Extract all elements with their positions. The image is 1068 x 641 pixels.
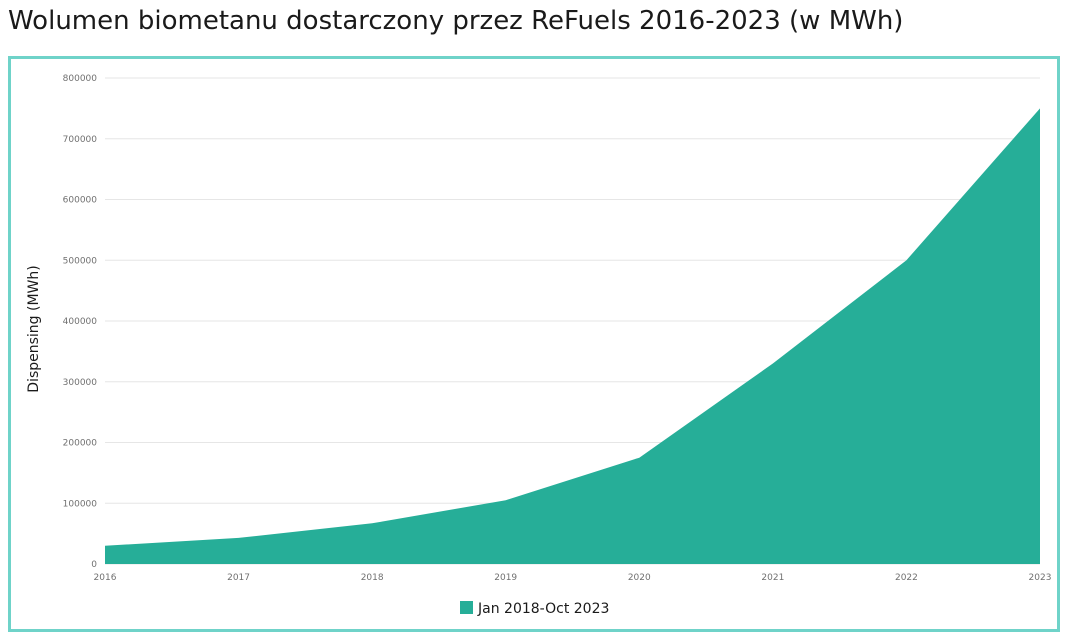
legend-swatch xyxy=(460,601,473,614)
gridlines xyxy=(105,77,1040,565)
y-tick-label: 700000 xyxy=(63,135,98,145)
x-axis-ticks: 2016 2017 2018 2019 2020 2021 2022 2023 xyxy=(94,573,1052,583)
y-tick-label: 600000 xyxy=(63,196,98,206)
x-tick-label: 2017 xyxy=(227,573,250,583)
y-tick-label: 800000 xyxy=(63,74,98,84)
legend-label: Jan 2018-Oct 2023 xyxy=(477,601,609,617)
y-tick-label: 0 xyxy=(91,560,97,570)
y-axis-title: Dispensing (MWh) xyxy=(26,265,42,392)
x-tick-label: 2020 xyxy=(628,573,651,583)
y-axis-ticks: 0 100000 200000 300000 400000 500000 600000 700… xyxy=(63,74,98,570)
x-tick-label: 2018 xyxy=(361,573,384,583)
chart-frame: 0 100000 200000 300000 400000 500000 600000 700… xyxy=(8,56,1060,632)
legend[interactable]: Jan 2018-Oct 2023 xyxy=(460,601,609,617)
y-tick-label: 200000 xyxy=(63,439,98,449)
area-series xyxy=(105,108,1040,564)
x-tick-label: 2019 xyxy=(494,573,517,583)
area-fill[interactable] xyxy=(105,108,1040,564)
area-chart: 0 100000 200000 300000 400000 500000 600000 700… xyxy=(26,74,1052,617)
y-tick-label: 400000 xyxy=(63,317,98,327)
x-tick-label: 2023 xyxy=(1029,573,1052,583)
y-tick-label: 500000 xyxy=(63,256,98,266)
y-tick-label: 100000 xyxy=(63,499,98,509)
page-title: Wolumen biometanu dostarczony przez ReFu… xyxy=(8,6,904,36)
y-tick-label: 300000 xyxy=(63,378,98,388)
x-tick-label: 2022 xyxy=(895,573,918,583)
x-tick-label: 2021 xyxy=(761,573,784,583)
x-tick-label: 2016 xyxy=(94,573,117,583)
